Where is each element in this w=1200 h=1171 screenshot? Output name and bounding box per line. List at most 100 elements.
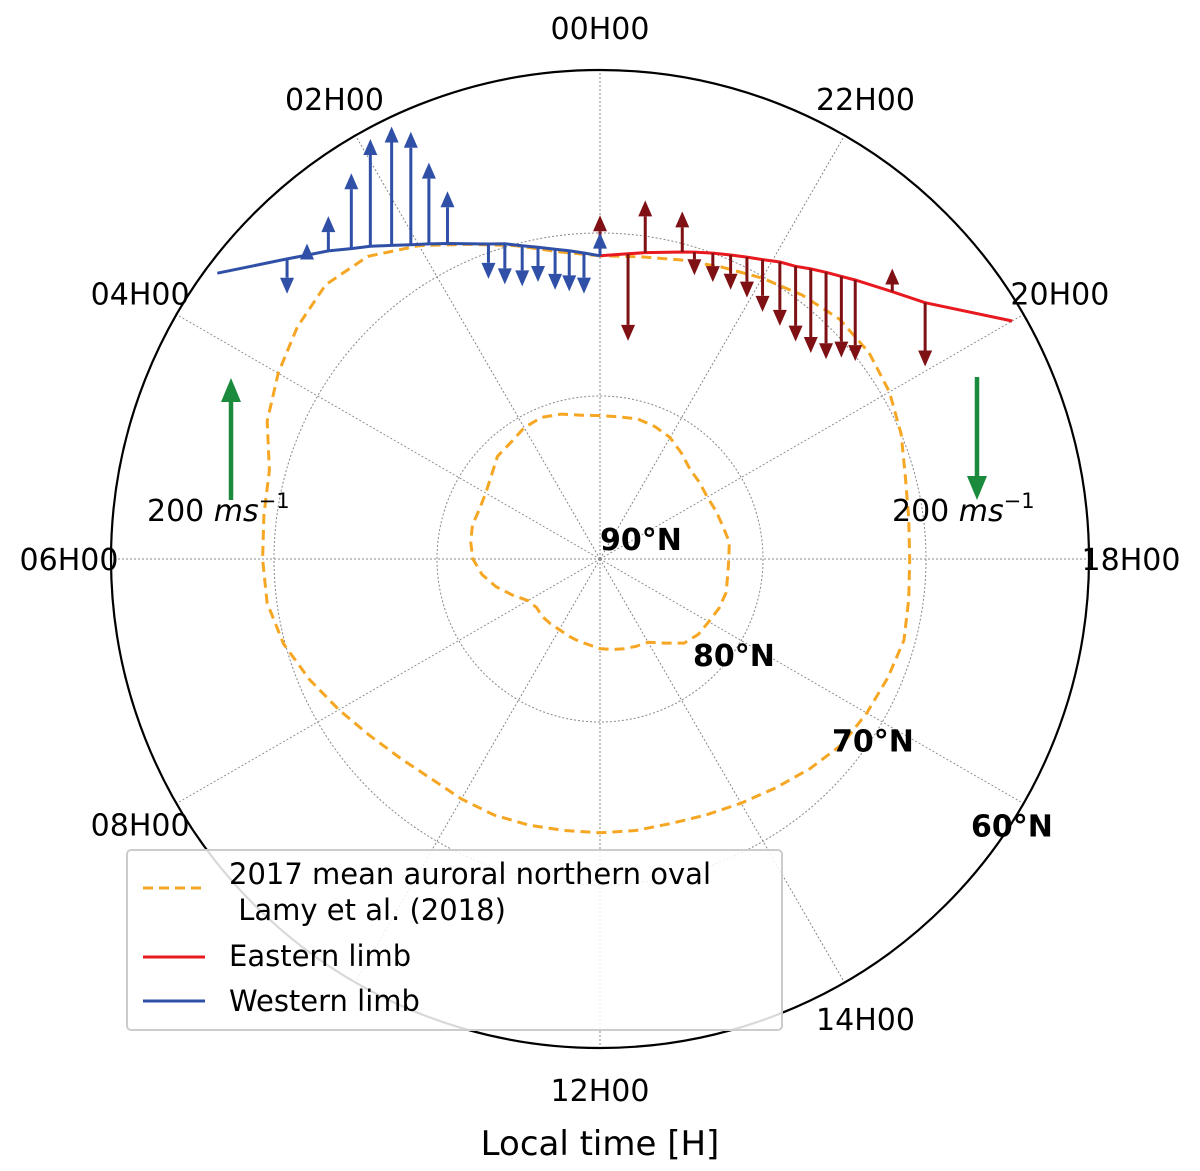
meridian-2 — [355, 135, 601, 560]
eastern-wind-arrow-head — [705, 266, 720, 283]
latitude-label-layer: 80°N 70°N 60°N — [693, 639, 1053, 844]
scale-arrow-right — [967, 377, 987, 500]
eastern-wind-arrow-head — [755, 295, 770, 312]
center-latitude-label: 90°N — [600, 523, 682, 558]
time-tick-label: 22H00 — [816, 83, 915, 118]
western-wind-arrow-head — [515, 270, 530, 287]
eastern-wind-arrow-head — [819, 343, 834, 360]
western-wind-arrow-head — [321, 216, 336, 233]
western-wind-arrow — [515, 245, 530, 287]
eastern-wind-arrow-head — [621, 324, 636, 341]
scale-label-right: 200 ms−1 — [892, 489, 1035, 529]
legend-label-eastern: Eastern limb — [229, 939, 411, 973]
western-wind-arrow-head — [497, 268, 512, 285]
time-tick-label: 12H00 — [551, 1074, 650, 1109]
scale-arrow-left — [221, 378, 241, 500]
western-wind-arrow-head — [421, 162, 436, 179]
latitude-label: 80°N — [693, 639, 775, 674]
tick-label-layer: 00H00 22H00 20H00 18H00 14H00 12H00 08H00 06H00… — [20, 12, 1181, 1109]
eastern-wind-arrow — [739, 257, 754, 298]
legend-label-oval-line2: Lamy et al. (2018) — [229, 893, 506, 927]
eastern-wind-arrow-head — [638, 200, 653, 217]
scale-arrow-left-head — [221, 378, 241, 402]
time-tick-label: 04H00 — [91, 278, 190, 313]
eastern-wind-arrow-head — [803, 336, 818, 353]
latitude-label: 60°N — [971, 810, 1053, 845]
eastern-wind-arrow-head — [675, 211, 690, 228]
western-wind-arrow — [384, 126, 399, 246]
western-wind-arrow — [576, 252, 591, 294]
western-wind-arrow — [548, 249, 563, 290]
eastern-wind-arrow-head — [593, 215, 607, 232]
meridian-14 — [599, 558, 845, 983]
eastern-wind-arrow — [755, 259, 770, 312]
limb-layer — [216, 241, 1013, 323]
western-wind-arrow — [562, 250, 577, 292]
western-wind-arrow — [481, 244, 496, 279]
time-tick-label: 00H00 — [551, 12, 650, 47]
eastern-wind-arrow-head — [723, 273, 738, 290]
time-tick-label: 08H00 — [91, 809, 190, 844]
latitude-label: 70°N — [832, 724, 914, 759]
eastern-wind-arrow-head — [772, 309, 787, 326]
eastern-wind-arrow — [848, 279, 863, 362]
legend-label-oval-line1: 2017 mean auroral northern oval — [229, 857, 711, 891]
time-tick-label: 20H00 — [1010, 278, 1109, 313]
meridian-20 — [599, 314, 1024, 560]
x-axis-label: Local time [H] — [481, 1124, 720, 1164]
eastern-wind-arrow — [885, 268, 900, 292]
plot-frame — [109, 68, 1091, 1050]
eastern-wind-arrow — [918, 302, 933, 367]
eastern-wind-arrow-head — [739, 281, 754, 298]
meridian-4 — [176, 314, 601, 560]
western-wind-arrow — [497, 243, 512, 285]
eastern-wind-arrow — [638, 200, 653, 253]
eastern-wind-arrow-head — [687, 259, 702, 276]
eastern-wind-arrow — [803, 268, 818, 353]
western-wind-arrow-head — [562, 275, 577, 292]
auroral-oval-layer — [261, 242, 912, 835]
wind-arrow-layer — [280, 126, 933, 367]
eastern-wind-arrow-head — [834, 341, 849, 358]
eastern-wind-arrow-head — [788, 325, 803, 342]
meridian-16 — [599, 558, 1024, 804]
latitude-ring-80 — [436, 395, 764, 723]
time-tick-label: 14H00 — [816, 1003, 915, 1038]
eastern-wind-arrow — [675, 211, 690, 252]
auroral-oval-outer — [261, 242, 912, 835]
western-wind-arrow — [363, 139, 378, 247]
western-wind-arrow — [530, 247, 545, 283]
auroral-oval-inner — [469, 412, 731, 652]
legend-box — [126, 849, 783, 1031]
western-wind-arrow — [593, 232, 607, 256]
western-wind-arrow — [344, 173, 359, 249]
western-wind-arrow — [280, 258, 295, 294]
legend: 2017 mean auroral northern oval Lamy et … — [126, 849, 783, 1031]
eastern-wind-arrow — [723, 254, 738, 290]
western-wind-arrow — [403, 131, 418, 245]
legend-label-western: Western limb — [229, 984, 420, 1018]
western-wind-arrow-head — [530, 266, 545, 283]
eastern-wind-arrow-head — [885, 268, 900, 285]
time-tick-label: 02H00 — [285, 83, 384, 118]
eastern-wind-arrow — [705, 253, 720, 283]
western-wind-arrow-head — [300, 243, 315, 260]
western-wind-arrow — [321, 216, 336, 251]
eastern-wind-arrow-head — [918, 350, 933, 367]
western-wind-arrow-head — [363, 139, 378, 156]
western-wind-arrow-head — [593, 232, 607, 249]
western-wind-arrow-head — [403, 131, 418, 148]
eastern-wind-arrow — [834, 276, 849, 358]
eastern-wind-arrow — [772, 262, 787, 326]
western-wind-arrow-head — [576, 277, 591, 294]
scale-arrow-right-head — [967, 476, 987, 500]
eastern-wind-arrow-head — [848, 345, 863, 362]
western-wind-arrow-head — [548, 273, 563, 290]
western-wind-arrow-head — [280, 277, 295, 294]
western-wind-arrow-head — [481, 262, 496, 279]
eastern-wind-arrow — [687, 252, 702, 276]
western-wind-arrow-head — [384, 126, 399, 143]
western-limb-line — [216, 241, 601, 275]
eastern-wind-arrow — [621, 253, 636, 341]
